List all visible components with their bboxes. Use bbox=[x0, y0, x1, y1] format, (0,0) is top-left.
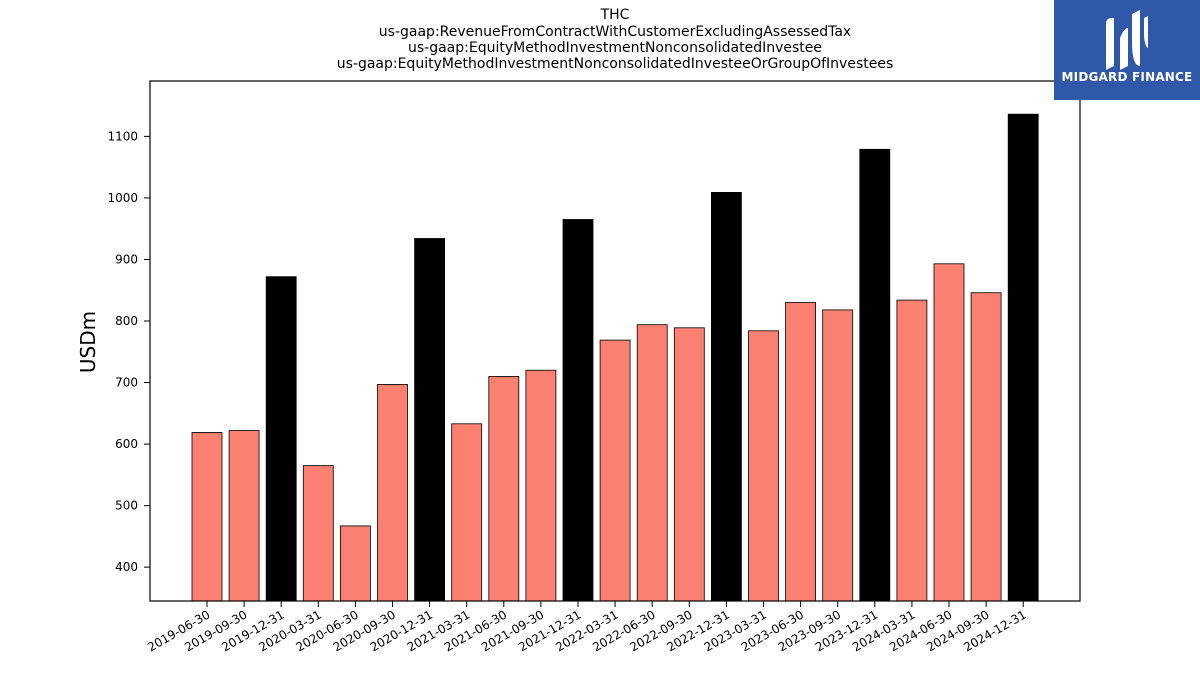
bar-2023-03-31 bbox=[748, 330, 779, 602]
chart-title-4: us-gaap:EquityMethodInvestmentNonconsoli… bbox=[336, 56, 894, 72]
plot-area: 400500600700800900100011002019-06-302019… bbox=[107, 80, 1081, 654]
bar-2020-09-30 bbox=[377, 383, 408, 602]
y-tick-label-1000: 1000 bbox=[107, 191, 138, 205]
chart-title-3: us-gaap:EquityMethodInvestmentNonconsoli… bbox=[408, 40, 822, 56]
bar-2020-12-31 bbox=[414, 238, 446, 602]
bar-2024-06-30 bbox=[933, 263, 965, 602]
brand-logo: MIDGARD FINANCE bbox=[1054, 0, 1200, 100]
bar-2022-06-30 bbox=[636, 324, 668, 602]
y-axis-label: USDm bbox=[76, 311, 100, 373]
logo-text: MIDGARD FINANCE bbox=[1061, 70, 1193, 84]
bar-2019-06-30 bbox=[191, 431, 223, 602]
bar-2021-09-30 bbox=[525, 369, 557, 602]
y-tick-label-800: 800 bbox=[115, 314, 138, 328]
bar-2023-09-30 bbox=[822, 309, 854, 602]
y-tick-label-1100: 1100 bbox=[107, 129, 138, 143]
chart-title-2: us-gaap:RevenueFromContractWithCustomerE… bbox=[378, 24, 852, 40]
y-tick-label-700: 700 bbox=[115, 376, 138, 390]
y-tick-label-400: 400 bbox=[115, 560, 138, 574]
bar-2024-03-31 bbox=[896, 299, 928, 602]
chart-title-1: THC bbox=[600, 7, 630, 23]
bar-2020-03-31 bbox=[302, 465, 334, 602]
bar-2023-06-30 bbox=[785, 302, 816, 602]
y-tick-label-900: 900 bbox=[115, 252, 138, 266]
bar-2024-12-31 bbox=[1007, 113, 1039, 602]
bar-2024-09-30 bbox=[970, 292, 1002, 602]
bar-2021-03-31 bbox=[451, 423, 483, 602]
y-tick-label-600: 600 bbox=[115, 437, 138, 451]
bar-2021-12-31 bbox=[562, 219, 594, 602]
bar-2019-12-31 bbox=[265, 276, 297, 602]
bar-2022-09-30 bbox=[673, 327, 705, 602]
bar-2020-06-30 bbox=[339, 525, 371, 602]
bar-2021-06-30 bbox=[488, 375, 520, 602]
bar-2022-12-31 bbox=[711, 191, 742, 602]
bar-2019-09-30 bbox=[228, 430, 260, 602]
y-tick-label-500: 500 bbox=[115, 499, 138, 513]
bar-2023-12-31 bbox=[859, 148, 891, 602]
logo-mark-icon bbox=[1106, 10, 1148, 70]
bar-2022-03-31 bbox=[599, 339, 631, 602]
